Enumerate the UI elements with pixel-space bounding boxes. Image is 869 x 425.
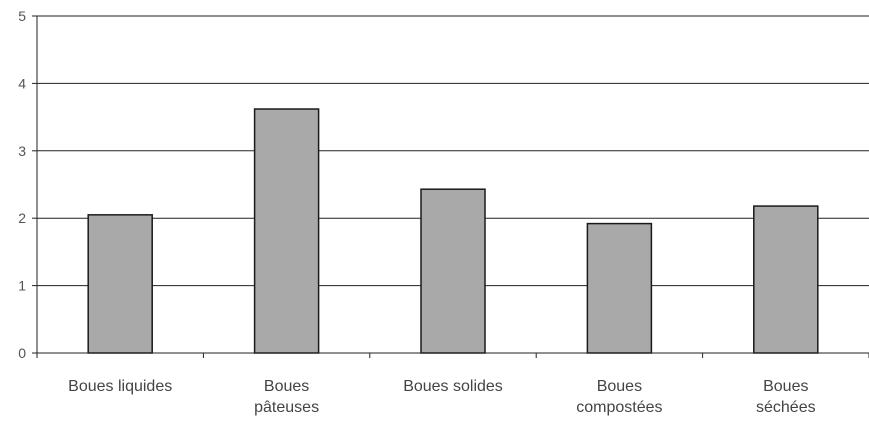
y-tick-label: 2 xyxy=(18,210,26,226)
category-label: pâteuses xyxy=(254,399,319,416)
bar xyxy=(753,205,819,354)
category-label: Boues xyxy=(597,378,642,395)
y-tick-label: 1 xyxy=(18,278,26,294)
y-tick-label: 3 xyxy=(18,143,26,159)
bar xyxy=(87,214,153,354)
category-label: compostées xyxy=(576,399,662,416)
bar xyxy=(253,108,320,354)
category-label: Boues solides xyxy=(403,378,503,395)
bars xyxy=(87,108,819,354)
category-label: Boues liquides xyxy=(68,378,172,395)
category-label: Boues xyxy=(763,378,808,395)
y-tick-label: 0 xyxy=(18,345,26,361)
category-label: séchées xyxy=(756,399,816,416)
category-label: Boues xyxy=(264,378,309,395)
y-tick-label: 5 xyxy=(18,8,26,24)
bar xyxy=(420,188,486,354)
gridlines xyxy=(37,15,869,287)
labels: 0 1 2 3 4 5 Boues liquides Boues pâteuses Boues s… xyxy=(18,8,815,416)
y-tick-label: 4 xyxy=(18,75,26,91)
bar xyxy=(586,222,653,354)
axes xyxy=(32,15,869,358)
